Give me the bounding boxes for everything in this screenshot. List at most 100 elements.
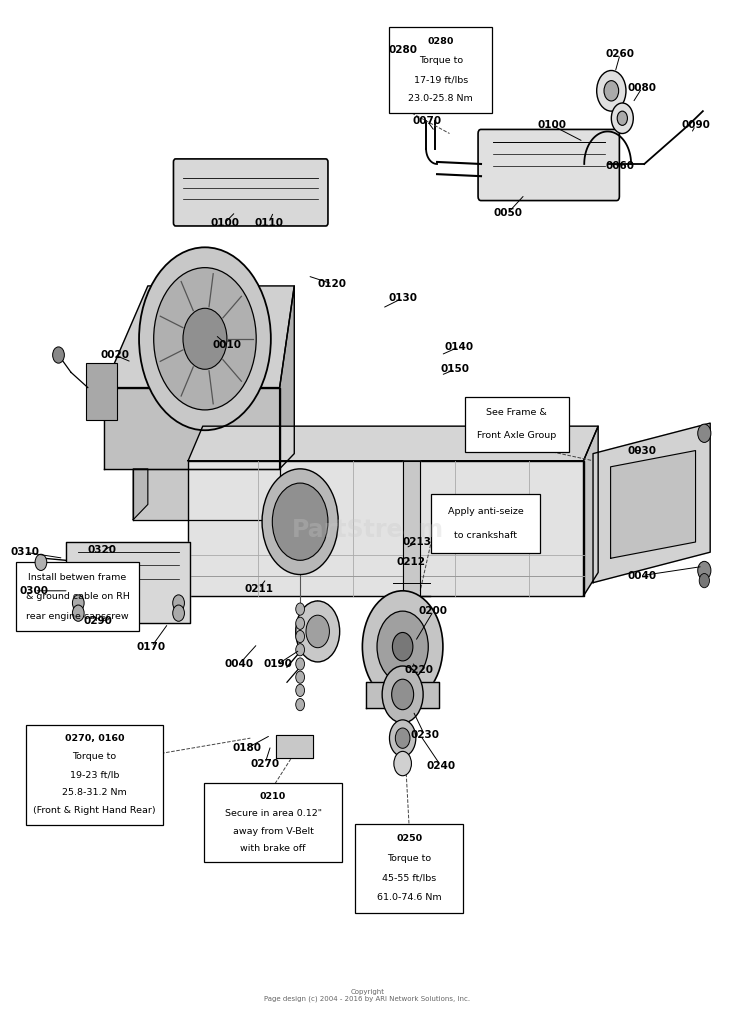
Text: 0270: 0270 [251,758,279,768]
Text: 23.0-25.8 Nm: 23.0-25.8 Nm [409,94,473,103]
Text: 0100: 0100 [210,218,239,228]
Text: Copyright
Page design (c) 2004 - 2016 by ARI Network Solutions, Inc.: Copyright Page design (c) 2004 - 2016 by… [265,988,470,1002]
Circle shape [612,103,634,133]
Text: 0270, 0160: 0270, 0160 [65,735,124,744]
Circle shape [295,685,304,696]
Text: with brake off: with brake off [240,844,306,853]
Text: 0213: 0213 [403,537,431,547]
Polygon shape [611,450,695,558]
Circle shape [382,666,423,722]
Circle shape [262,469,338,575]
Circle shape [390,719,416,756]
Circle shape [73,605,84,622]
Text: rear engine capscrew: rear engine capscrew [26,612,129,621]
Circle shape [698,561,711,580]
Text: 0100: 0100 [537,120,567,130]
Circle shape [53,346,65,363]
Text: to crankshaft: to crankshaft [454,532,517,540]
Text: 0080: 0080 [628,83,656,93]
FancyBboxPatch shape [86,363,117,420]
Circle shape [295,672,304,684]
Text: 0300: 0300 [20,586,49,596]
Text: 0040: 0040 [225,659,254,668]
Text: 25.8-31.2 Nm: 25.8-31.2 Nm [62,788,126,797]
Circle shape [604,81,619,101]
Circle shape [139,248,270,430]
Text: 0190: 0190 [264,659,293,668]
FancyBboxPatch shape [204,783,342,862]
Text: See Frame &: See Frame & [487,409,548,418]
Text: 0220: 0220 [404,665,433,675]
Circle shape [272,483,328,560]
Circle shape [183,309,227,369]
Circle shape [295,631,304,643]
Circle shape [699,574,709,588]
Text: 0211: 0211 [245,584,273,594]
Text: 0250: 0250 [396,834,423,843]
Text: Install betwen frame: Install betwen frame [29,573,126,582]
Circle shape [295,698,304,710]
Text: 0180: 0180 [232,743,261,753]
Polygon shape [593,423,710,583]
Circle shape [597,70,626,111]
Circle shape [295,601,340,662]
Text: 0090: 0090 [681,120,710,130]
Polygon shape [188,461,584,596]
Circle shape [173,605,184,622]
Polygon shape [366,683,440,707]
Text: 17-19 ft/lbs: 17-19 ft/lbs [414,75,468,84]
Circle shape [394,751,412,775]
Text: 45-55 ft/lbs: 45-55 ft/lbs [382,873,437,882]
Text: Front Axle Group: Front Axle Group [477,431,556,440]
Text: 0130: 0130 [388,293,417,303]
Text: 0030: 0030 [628,445,656,455]
Text: 0040: 0040 [628,571,656,581]
Text: 0280: 0280 [388,45,417,55]
Polygon shape [104,387,279,469]
Text: 19-23 ft/lb: 19-23 ft/lb [70,770,119,780]
Circle shape [173,595,184,611]
Text: & ground cable on RH: & ground cable on RH [26,592,129,601]
Text: 0050: 0050 [494,208,523,218]
FancyBboxPatch shape [26,725,163,824]
Text: 0110: 0110 [254,218,283,228]
Polygon shape [133,469,279,520]
Polygon shape [66,542,190,624]
Circle shape [377,611,429,683]
Text: 0310: 0310 [10,547,39,557]
Text: Torque to: Torque to [387,854,431,863]
Polygon shape [584,426,598,596]
Text: 0320: 0320 [88,545,117,555]
Circle shape [295,644,304,656]
Text: 0230: 0230 [410,730,439,740]
Circle shape [395,728,410,748]
Text: 0120: 0120 [318,279,347,289]
Polygon shape [104,286,294,387]
Text: 0260: 0260 [606,49,634,59]
Polygon shape [276,735,312,758]
Text: 0170: 0170 [137,642,166,652]
Text: 0020: 0020 [101,351,129,360]
Circle shape [295,603,304,615]
Circle shape [698,424,711,442]
Circle shape [73,595,84,611]
Circle shape [362,591,443,702]
Text: Secure in area 0.12": Secure in area 0.12" [225,809,321,818]
Circle shape [392,633,413,661]
Circle shape [392,680,414,709]
FancyBboxPatch shape [390,26,492,113]
Text: 0010: 0010 [212,340,241,350]
Text: 61.0-74.6 Nm: 61.0-74.6 Nm [377,894,442,903]
FancyBboxPatch shape [355,823,464,913]
Circle shape [617,111,628,125]
FancyBboxPatch shape [465,396,569,451]
Text: 0200: 0200 [419,606,448,616]
Text: 0070: 0070 [413,116,442,126]
FancyBboxPatch shape [478,129,620,201]
Text: 0140: 0140 [445,342,473,352]
Text: 0290: 0290 [84,616,112,627]
FancyBboxPatch shape [431,494,539,553]
Text: away from V-Belt: away from V-Belt [232,826,314,836]
Circle shape [295,618,304,630]
Text: PartStream: PartStream [292,518,443,542]
